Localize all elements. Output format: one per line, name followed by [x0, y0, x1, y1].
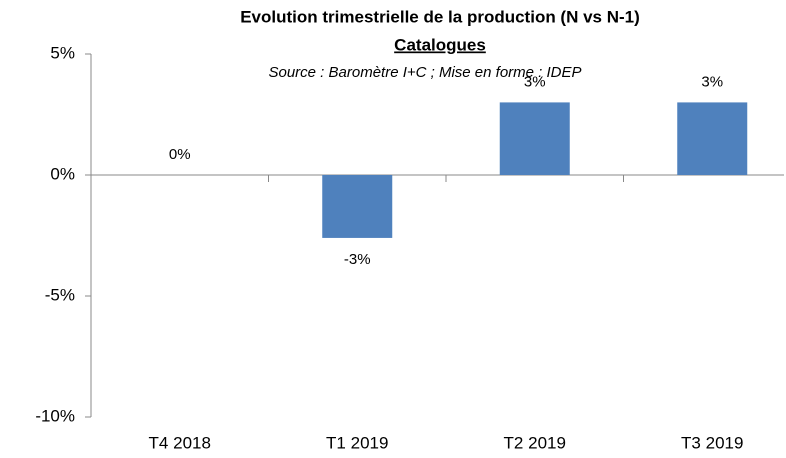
y-tick-label: 0%	[50, 164, 75, 183]
y-tick-label: 5%	[50, 43, 75, 62]
bar	[322, 175, 393, 238]
chart-title: Evolution trimestrielle de la production…	[240, 7, 640, 26]
y-tick-label: -5%	[45, 285, 75, 304]
annotation: Source : Baromètre I+C ; Mise en forme :…	[268, 64, 581, 81]
value-label: -3%	[344, 251, 371, 268]
bar	[677, 102, 748, 175]
chart-subtitle: Catalogues	[394, 35, 486, 54]
x-tick-label: T2 2019	[504, 433, 566, 452]
x-tick-label: T1 2019	[326, 433, 388, 452]
value-label: 0%	[169, 146, 191, 163]
x-tick-label: T4 2018	[149, 433, 211, 452]
value-label: 3%	[701, 73, 723, 90]
value-label: 3%	[524, 73, 546, 90]
bar	[499, 102, 570, 175]
y-tick-label: -10%	[35, 406, 75, 425]
x-tick-label: T3 2019	[681, 433, 743, 452]
